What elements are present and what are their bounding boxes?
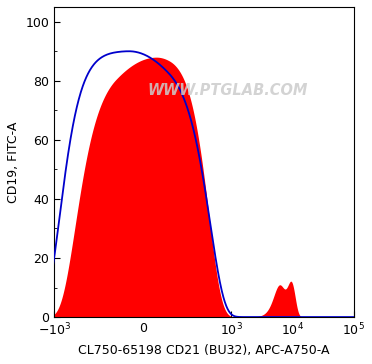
Y-axis label: CD19, FITC-A: CD19, FITC-A <box>7 121 20 203</box>
X-axis label: CL750-65198 CD21 (BU32), APC-A750-A: CL750-65198 CD21 (BU32), APC-A750-A <box>78 344 330 357</box>
Text: WWW.PTGLAB.COM: WWW.PTGLAB.COM <box>148 83 308 98</box>
